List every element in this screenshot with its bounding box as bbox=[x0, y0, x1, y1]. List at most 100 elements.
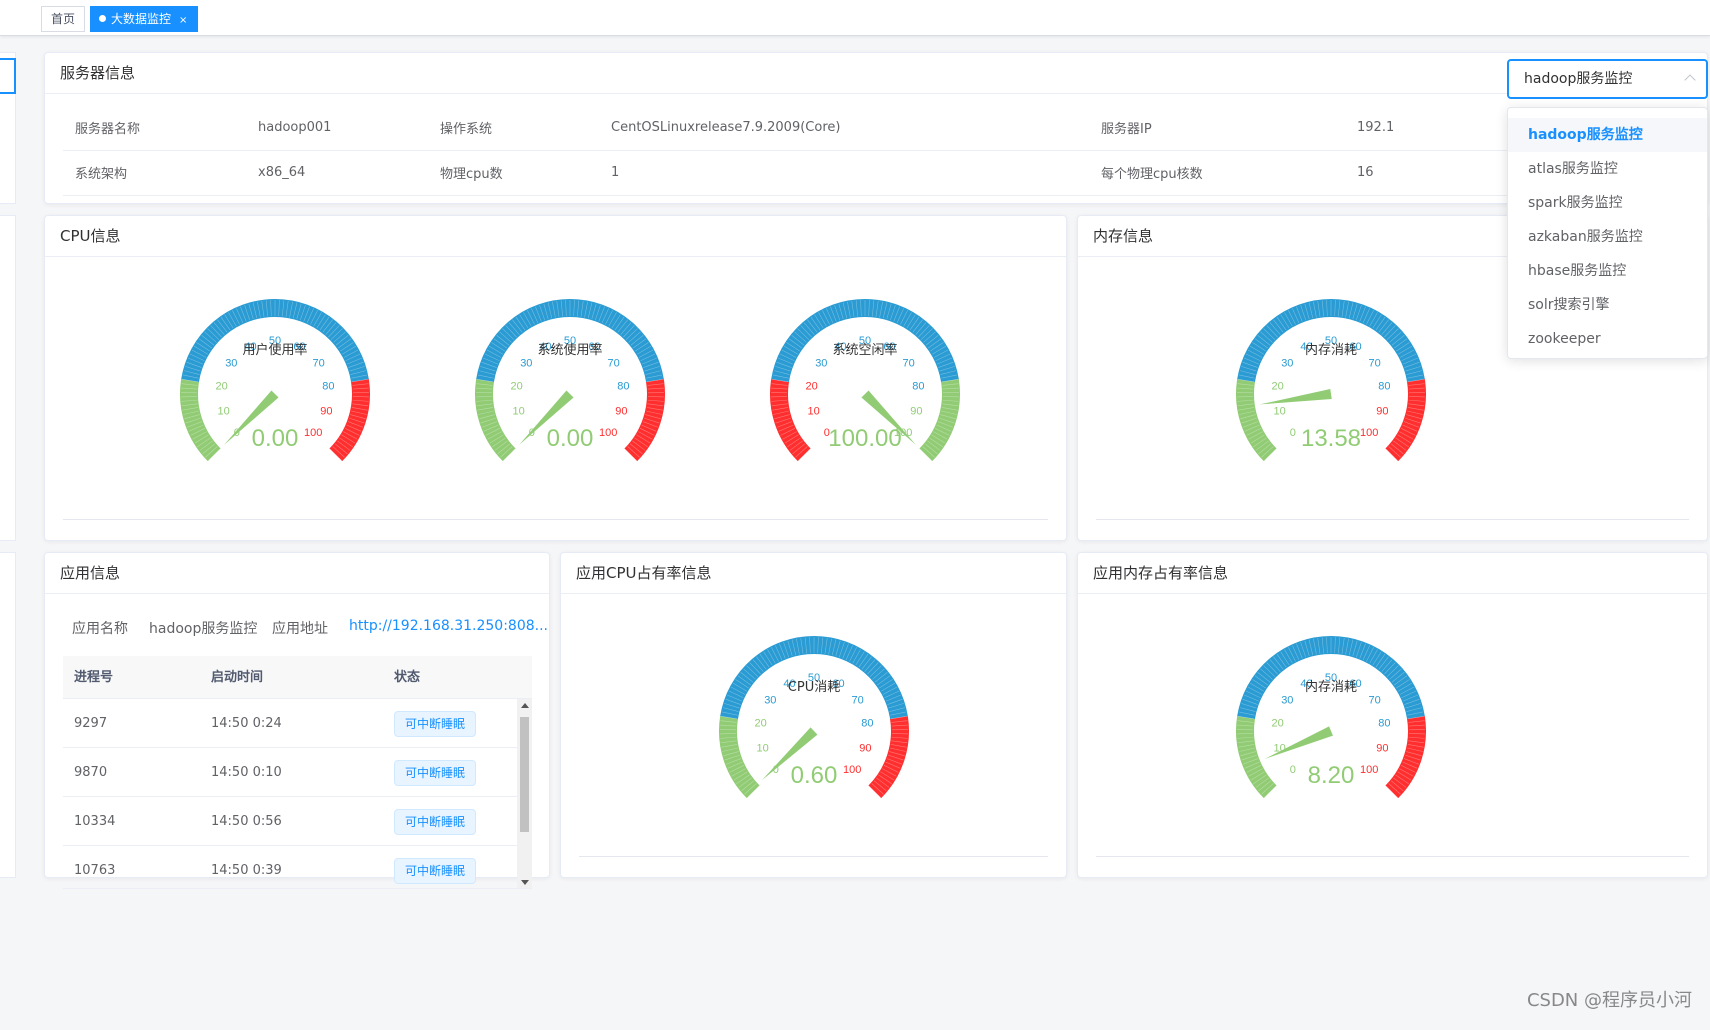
gauge-tick bbox=[1345, 638, 1349, 655]
scroll-thumb[interactable] bbox=[520, 717, 529, 832]
gauge-tick bbox=[890, 715, 907, 720]
dropdown-option-azkaban[interactable]: azkaban服务监控 bbox=[1528, 229, 1643, 245]
gauge-tick bbox=[296, 303, 302, 320]
gauge-tick bbox=[1238, 711, 1255, 716]
gauge-tick bbox=[803, 322, 815, 335]
gauge-tick bbox=[864, 659, 876, 672]
gauge-tick bbox=[1338, 300, 1341, 317]
scroll-down-icon[interactable] bbox=[521, 880, 529, 885]
scroll-up-icon[interactable] bbox=[521, 703, 529, 708]
gauge-tick bbox=[185, 417, 201, 424]
gauge-tick bbox=[929, 437, 943, 448]
gauge-tick bbox=[632, 338, 647, 349]
gauge-tick bbox=[303, 306, 310, 322]
gauge-tick bbox=[625, 328, 638, 340]
gauge-tick bbox=[725, 758, 742, 765]
gauge-tick bbox=[1405, 703, 1421, 709]
dropdown-option-atlas[interactable]: atlas服务监控 bbox=[1528, 161, 1618, 177]
watermark: CSDN @程序员小河 bbox=[1526, 990, 1692, 1011]
gauge-tick bbox=[1400, 428, 1416, 436]
gauge-tick bbox=[882, 768, 897, 777]
gauge-tick bbox=[647, 403, 664, 407]
gauge-tick bbox=[942, 383, 959, 386]
tab-home[interactable]: 首页 bbox=[41, 6, 86, 32]
gauge-tick bbox=[350, 414, 366, 420]
left-edge-select[interactable] bbox=[0, 58, 16, 94]
gauge-tick bbox=[1296, 306, 1303, 322]
gauge-tick bbox=[879, 679, 893, 689]
gauge-band bbox=[329, 379, 370, 462]
gauge-tick bbox=[741, 780, 755, 792]
gauge-tick bbox=[1384, 325, 1396, 338]
gauge-tick bbox=[724, 703, 740, 709]
gauge-band bbox=[770, 379, 811, 462]
gauge-tick bbox=[322, 319, 333, 333]
gauge-tick bbox=[1408, 396, 1425, 398]
dropdown-option-hbase[interactable]: hbase服务监控 bbox=[1528, 263, 1627, 279]
app-info-card: 应用信息 应用名称 hadoop服务监控 应用地址 http://192.168… bbox=[44, 552, 550, 889]
app-addr-link[interactable]: http://192.168.31.250:808... bbox=[349, 618, 549, 634]
gauge-tick bbox=[1407, 711, 1424, 716]
gauge-tick bbox=[1280, 314, 1290, 329]
close-icon[interactable]: × bbox=[179, 15, 188, 26]
dropdown-option-solr[interactable]: solr搜索引擎 bbox=[1528, 297, 1610, 313]
gauge-tick bbox=[884, 690, 900, 699]
gauge-tick bbox=[587, 302, 593, 319]
chevron-up-icon[interactable] bbox=[1684, 74, 1696, 86]
gauge-tick bbox=[623, 325, 635, 338]
gauge-tick bbox=[334, 443, 348, 455]
gauge-tick bbox=[779, 643, 786, 659]
gauge-value: 0.00 bbox=[547, 425, 594, 452]
gauge-tick bbox=[503, 448, 516, 461]
gauge-tick bbox=[1241, 417, 1257, 424]
tab-bigdata-monitor[interactable]: 大数据监控 × bbox=[90, 6, 199, 32]
gauge-tick bbox=[818, 312, 827, 327]
gauge-tick bbox=[265, 300, 268, 317]
value-arch: x86_64 bbox=[246, 150, 428, 196]
gauge-tick bbox=[889, 304, 896, 321]
gauge-tick bbox=[1408, 740, 1425, 744]
gauge-tick bbox=[1341, 637, 1345, 654]
gauge-tick bbox=[627, 446, 640, 458]
gauge-tick bbox=[646, 407, 663, 411]
gauge-tick bbox=[798, 448, 811, 461]
label-cores: 每个物理cpu核数 bbox=[1089, 150, 1345, 196]
gauge-tick bbox=[261, 300, 265, 317]
gauge-tick bbox=[289, 301, 293, 318]
dropdown-option-hadoop[interactable]: hadoop服务监控 bbox=[1508, 118, 1707, 152]
dropdown-option-zookeeper[interactable]: zookeeper bbox=[1528, 331, 1601, 347]
gauge-tick bbox=[721, 711, 738, 716]
service-select[interactable]: hadoop服务监控 bbox=[1507, 59, 1708, 99]
gauge-tick bbox=[1242, 421, 1259, 428]
gauge-tick bbox=[351, 374, 368, 379]
gauge-tick bbox=[1250, 771, 1265, 781]
gauge-tick bbox=[479, 414, 495, 420]
gauge-tick bbox=[773, 370, 790, 375]
gauge-tick bbox=[477, 374, 494, 379]
gauge-tick-label: 60 bbox=[1349, 678, 1361, 690]
gauge-tick bbox=[1253, 437, 1267, 448]
gauge-tick-label: 30 bbox=[764, 694, 776, 706]
gauge-tick bbox=[771, 383, 788, 386]
gauge-tick bbox=[1391, 671, 1405, 683]
gauge-tick bbox=[796, 638, 800, 655]
gauge-tick bbox=[332, 446, 345, 458]
gauge-tick bbox=[191, 349, 207, 358]
gauge-tick bbox=[838, 641, 845, 658]
gauge-tick bbox=[1334, 637, 1336, 654]
gauge-tick bbox=[919, 448, 932, 461]
gauge-tick bbox=[634, 437, 648, 448]
gauge-tick bbox=[1308, 639, 1314, 656]
dropdown-option-spark[interactable]: spark服务监控 bbox=[1528, 195, 1623, 211]
gauge-tick bbox=[1341, 300, 1345, 317]
gauge-tick bbox=[208, 448, 221, 461]
gauge-tick bbox=[1300, 641, 1307, 658]
table-scrollbar[interactable] bbox=[517, 699, 532, 888]
gauge-tick bbox=[1372, 314, 1382, 329]
gauge-tick bbox=[481, 361, 497, 368]
gauge-tick bbox=[720, 736, 737, 739]
tab-bar: 首页 大数据监控 × bbox=[0, 0, 1710, 36]
gauge-tick bbox=[1407, 374, 1424, 379]
gauge-tick bbox=[343, 349, 359, 358]
gauge-tick bbox=[614, 316, 625, 331]
